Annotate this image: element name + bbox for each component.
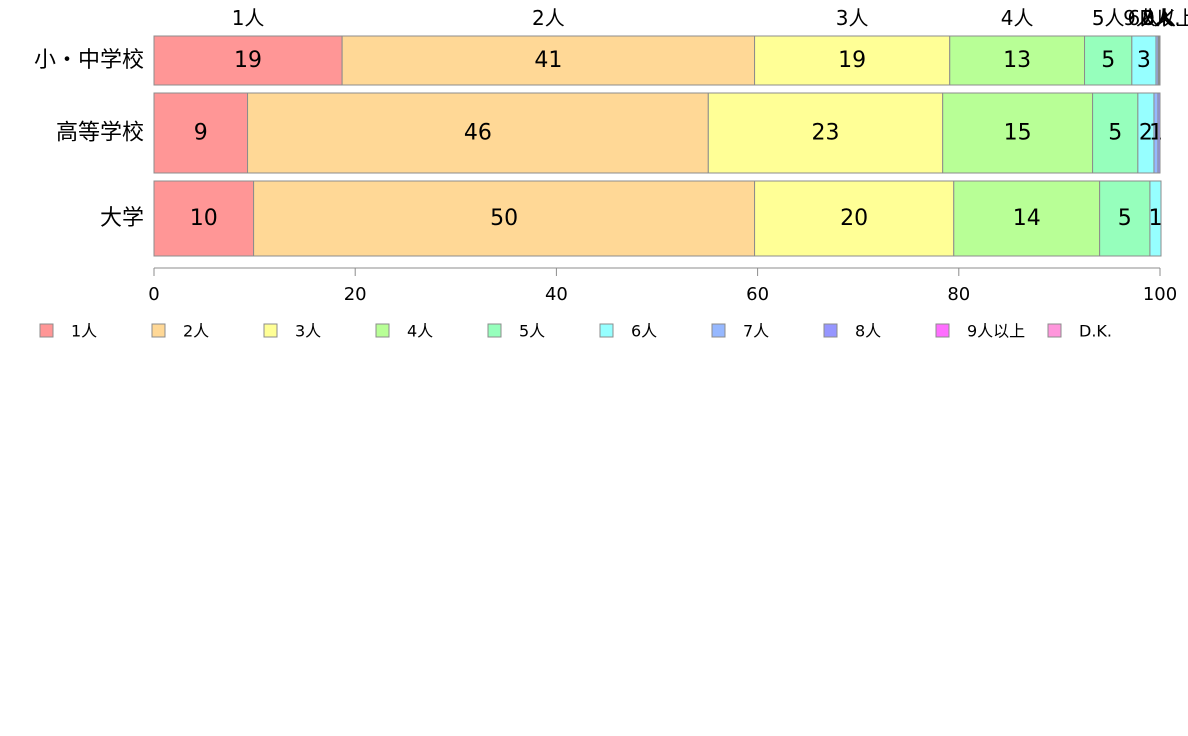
data-label: 15 bbox=[1004, 121, 1032, 146]
bar-segment bbox=[949, 35, 1086, 86]
data-label: 23 bbox=[812, 121, 840, 146]
legend-label: 8人 bbox=[855, 322, 881, 341]
data-label: 46 bbox=[464, 121, 492, 146]
legend-swatch bbox=[375, 323, 390, 338]
data-label: 41 bbox=[534, 48, 562, 73]
legend-swatch bbox=[39, 323, 54, 338]
bar-segment bbox=[942, 92, 1094, 174]
legend-swatch bbox=[599, 323, 614, 338]
bar-segment bbox=[253, 180, 756, 257]
legend-swatch bbox=[151, 323, 166, 338]
legend-label: 4人 bbox=[407, 322, 433, 341]
category-label: 小・中学校 bbox=[34, 48, 144, 73]
bar-segment bbox=[707, 92, 944, 174]
x-axis: 0 20 40 60 80 100 bbox=[148, 267, 1177, 305]
bar-segment bbox=[153, 180, 255, 257]
bar-segment bbox=[1158, 35, 1161, 86]
legend-label: 3人 bbox=[295, 322, 321, 341]
legend-label: 1人 bbox=[71, 322, 97, 341]
x-tick-label: 20 bbox=[344, 284, 367, 305]
data-label: 13 bbox=[1003, 48, 1031, 73]
data-label: 20 bbox=[840, 206, 868, 231]
bar-segment bbox=[1099, 180, 1151, 257]
x-tick-label: 80 bbox=[947, 284, 970, 305]
data-label: 19 bbox=[234, 48, 262, 73]
legend-label: D.K. bbox=[1079, 322, 1112, 341]
data-label: 9 bbox=[194, 121, 208, 146]
bar-segment bbox=[153, 35, 343, 86]
bar-segment bbox=[754, 180, 955, 257]
legend-label: 7人 bbox=[743, 322, 769, 341]
bar-segment bbox=[953, 180, 1101, 257]
x-tick-label: 60 bbox=[746, 284, 769, 305]
bar-segment bbox=[341, 35, 756, 86]
legend-swatch bbox=[935, 323, 950, 338]
x-tick-label: 40 bbox=[545, 284, 568, 305]
x-tick-label: 100 bbox=[1143, 284, 1177, 305]
top-series-label: 9人以上 bbox=[1123, 6, 1188, 30]
legend-swatch bbox=[823, 323, 838, 338]
legend-label: 2人 bbox=[183, 322, 209, 341]
data-label: 14 bbox=[1013, 206, 1041, 231]
data-label: 1 bbox=[1148, 206, 1162, 231]
bar-segment bbox=[754, 35, 951, 86]
legend-swatch bbox=[711, 323, 726, 338]
data-label: 2 bbox=[1139, 121, 1153, 146]
legend-label: 6人 bbox=[631, 322, 657, 341]
legend-swatch bbox=[263, 323, 278, 338]
top-series-label: 6人 bbox=[1128, 6, 1161, 30]
bar-segment bbox=[1157, 92, 1161, 174]
data-label: 1 bbox=[1149, 121, 1163, 146]
legend-swatch bbox=[487, 323, 502, 338]
category-label: 高等学校 bbox=[56, 121, 144, 146]
top-series-label: 4人 bbox=[1001, 6, 1034, 30]
data-label: 19 bbox=[838, 48, 866, 73]
data-label: 50 bbox=[490, 206, 518, 231]
legend-swatch bbox=[1047, 323, 1062, 338]
data-label: 5 bbox=[1118, 206, 1132, 231]
top-series-label: 5人 bbox=[1092, 6, 1125, 30]
legend-label: 5人 bbox=[519, 322, 545, 341]
legend: 1人 2人 3人 4人 5人 6人 7人 8人 9人以上 D.K. bbox=[39, 322, 1112, 341]
top-series-label: 1人 bbox=[232, 6, 265, 30]
data-label: 5 bbox=[1108, 121, 1122, 146]
legend-label: 9人以上 bbox=[967, 322, 1025, 341]
top-series-label: 3人 bbox=[836, 6, 869, 30]
data-label: 10 bbox=[190, 206, 218, 231]
bar-segment bbox=[1131, 35, 1157, 86]
x-tick-label: 0 bbox=[148, 284, 159, 305]
top-series-label: 8人 bbox=[1142, 6, 1175, 30]
top-series-label: 2人 bbox=[532, 6, 565, 30]
bar-segment bbox=[1149, 180, 1162, 257]
top-series-label: 7人 bbox=[1141, 6, 1174, 30]
bar-segment bbox=[247, 92, 709, 174]
data-label: 5 bbox=[1101, 48, 1115, 73]
bar-segment bbox=[1084, 35, 1133, 86]
top-series-label: D.K. bbox=[1139, 6, 1180, 30]
category-label: 大学 bbox=[100, 206, 144, 231]
data-label: 3 bbox=[1137, 48, 1151, 73]
bar-segment bbox=[1092, 92, 1139, 174]
